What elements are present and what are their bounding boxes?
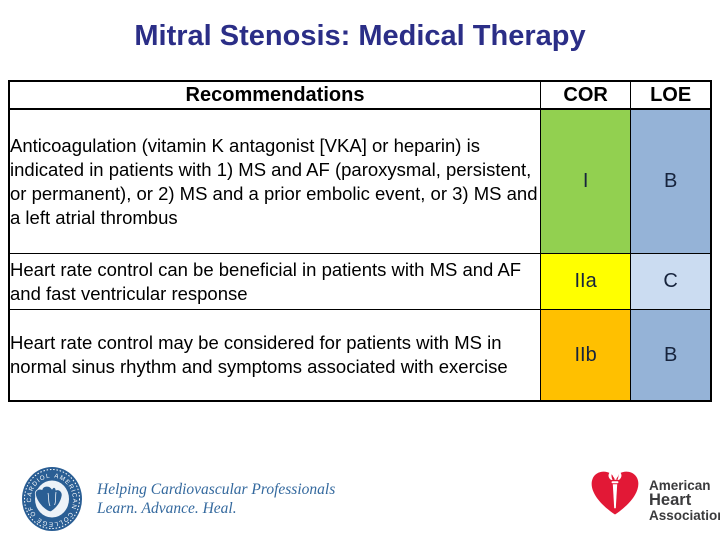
aha-heart-torch-icon [591, 468, 639, 515]
recommendation-text: Heart rate control may be considered for… [8, 309, 541, 402]
acc-logo: AMERICAN COLLEGE OF CARDIOLOGY [17, 460, 84, 538]
table-row: Heart rate control can be beneficial in … [8, 253, 712, 310]
table-header-row: Recommendations COR LOE [8, 80, 712, 110]
aha-word-association: Association® [649, 508, 720, 523]
cor-value: I [539, 108, 632, 254]
loe-value: B [630, 309, 712, 402]
cor-value: IIa [539, 253, 632, 310]
column-header-cor: COR [539, 80, 632, 110]
column-header-loe: LOE [630, 80, 712, 110]
column-header-recommendations: Recommendations [8, 80, 541, 110]
cor-value: IIb [539, 309, 632, 402]
table-row: Anticoagulation (vitamin K antagonist [V… [8, 108, 712, 254]
recommendation-text: Heart rate control can be beneficial in … [8, 253, 541, 310]
aha-wordmark: American Heart Association® [649, 478, 720, 526]
page-title: Mitral Stenosis: Medical Therapy [134, 20, 586, 52]
aha-word-american: American [649, 478, 711, 493]
aha-word-heart: Heart [649, 491, 692, 509]
table-row: Heart rate control may be considered for… [8, 309, 712, 402]
acc-tagline: Helping Cardiovascular Professionals Lea… [97, 480, 335, 518]
acc-tagline-line1: Helping Cardiovascular Professionals [97, 481, 336, 498]
acc-tagline-line2: Learn. Advance. Heal. [97, 500, 237, 517]
loe-value: C [630, 253, 712, 310]
acc-seal-icon: AMERICAN COLLEGE OF CARDIOLOGY [17, 460, 82, 531]
recommendation-text: Anticoagulation (vitamin K antagonist [V… [8, 108, 541, 254]
aha-logo [588, 466, 642, 529]
recommendations-table: Recommendations COR LOE Anticoagulation … [8, 80, 712, 402]
loe-value: B [630, 108, 712, 254]
